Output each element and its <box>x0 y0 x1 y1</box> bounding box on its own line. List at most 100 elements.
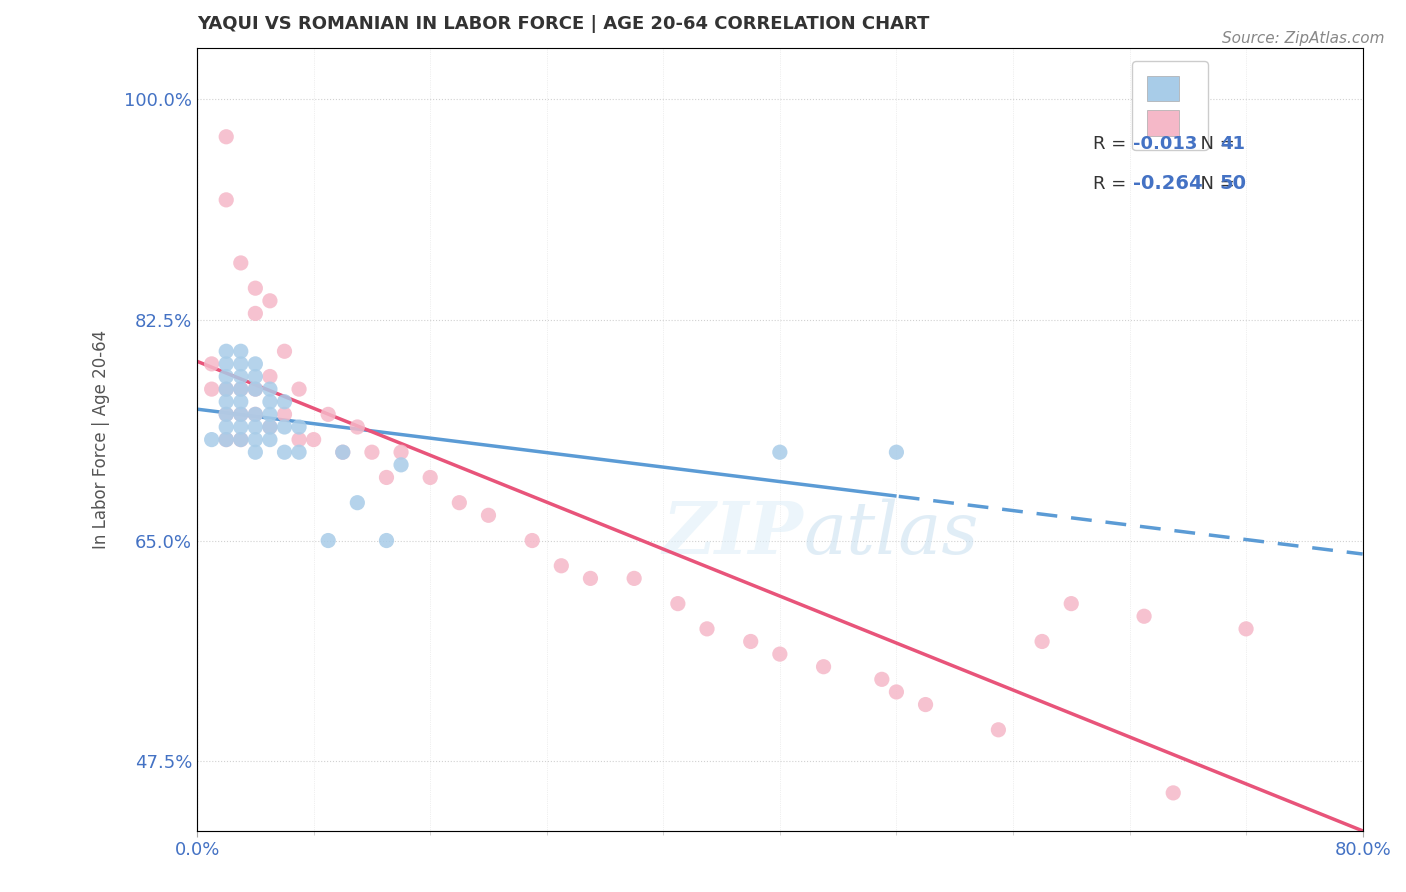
Point <box>389 445 412 459</box>
Point <box>273 445 295 459</box>
Point <box>245 382 267 396</box>
Point <box>375 533 398 548</box>
Point <box>215 382 238 396</box>
Point <box>273 408 295 422</box>
Text: ZIP: ZIP <box>662 498 803 569</box>
Point <box>259 420 281 434</box>
Point <box>914 698 936 712</box>
Point <box>886 445 908 459</box>
Point <box>245 306 267 320</box>
Point <box>259 369 281 384</box>
Point <box>215 344 238 359</box>
Text: 50: 50 <box>1220 174 1247 193</box>
Point <box>346 420 368 434</box>
Point <box>288 420 311 434</box>
Point <box>666 597 689 611</box>
Text: atlas: atlas <box>803 499 979 569</box>
Point <box>245 382 267 396</box>
Point <box>259 408 281 422</box>
Point <box>215 369 238 384</box>
Point <box>623 571 645 585</box>
Point <box>229 357 252 371</box>
Point <box>477 508 499 523</box>
Point <box>259 382 281 396</box>
Point <box>215 129 238 144</box>
Point <box>769 445 792 459</box>
Point <box>201 382 224 396</box>
Text: -0.013: -0.013 <box>1133 136 1197 153</box>
Point <box>522 533 544 548</box>
Point <box>259 293 281 308</box>
Point <box>302 433 325 447</box>
Point <box>245 408 267 422</box>
Point <box>201 433 224 447</box>
Point <box>245 357 267 371</box>
Point <box>1234 622 1257 636</box>
Point <box>229 382 252 396</box>
Text: R =: R = <box>1094 175 1132 193</box>
Point <box>987 723 1010 737</box>
Point <box>870 673 893 687</box>
Point <box>273 420 295 434</box>
Point <box>259 433 281 447</box>
Point <box>288 433 311 447</box>
Point <box>229 408 252 422</box>
Point <box>215 408 238 422</box>
Point <box>316 533 339 548</box>
Point <box>215 193 238 207</box>
Point <box>215 382 238 396</box>
Legend: , : , <box>1132 62 1208 151</box>
Point <box>288 382 311 396</box>
Point <box>229 394 252 409</box>
Point <box>813 659 835 673</box>
Point <box>245 420 267 434</box>
Point <box>769 647 792 661</box>
Point <box>215 408 238 422</box>
Point <box>696 622 718 636</box>
Point <box>375 470 398 484</box>
Point <box>229 382 252 396</box>
Point <box>332 445 354 459</box>
Point <box>229 408 252 422</box>
Text: Source: ZipAtlas.com: Source: ZipAtlas.com <box>1222 31 1385 46</box>
Text: -0.264: -0.264 <box>1133 174 1202 193</box>
Point <box>229 256 252 270</box>
Point <box>346 496 368 510</box>
Y-axis label: In Labor Force | Age 20-64: In Labor Force | Age 20-64 <box>93 330 110 549</box>
Point <box>361 445 384 459</box>
Point <box>449 496 471 510</box>
Point <box>316 408 339 422</box>
Point <box>259 394 281 409</box>
Point <box>245 369 267 384</box>
Point <box>215 420 238 434</box>
Point <box>288 445 311 459</box>
Point <box>215 394 238 409</box>
Point <box>273 394 295 409</box>
Text: N =: N = <box>1189 136 1240 153</box>
Point <box>1133 609 1156 624</box>
Point <box>229 344 252 359</box>
Point <box>245 433 267 447</box>
Point <box>229 369 252 384</box>
Point <box>1060 597 1083 611</box>
Point <box>245 281 267 295</box>
Text: R =: R = <box>1094 136 1132 153</box>
Point <box>229 433 252 447</box>
Point <box>201 357 224 371</box>
Point <box>259 420 281 434</box>
Point <box>1031 634 1053 648</box>
Point <box>245 445 267 459</box>
Point <box>215 357 238 371</box>
Point <box>579 571 602 585</box>
Text: 41: 41 <box>1220 136 1244 153</box>
Point <box>389 458 412 472</box>
Text: YAQUI VS ROMANIAN IN LABOR FORCE | AGE 20-64 CORRELATION CHART: YAQUI VS ROMANIAN IN LABOR FORCE | AGE 2… <box>197 15 929 33</box>
Point <box>215 433 238 447</box>
Point <box>229 420 252 434</box>
Text: N =: N = <box>1189 175 1240 193</box>
Point <box>229 433 252 447</box>
Point <box>215 433 238 447</box>
Point <box>1161 786 1184 800</box>
Point <box>273 344 295 359</box>
Point <box>245 408 267 422</box>
